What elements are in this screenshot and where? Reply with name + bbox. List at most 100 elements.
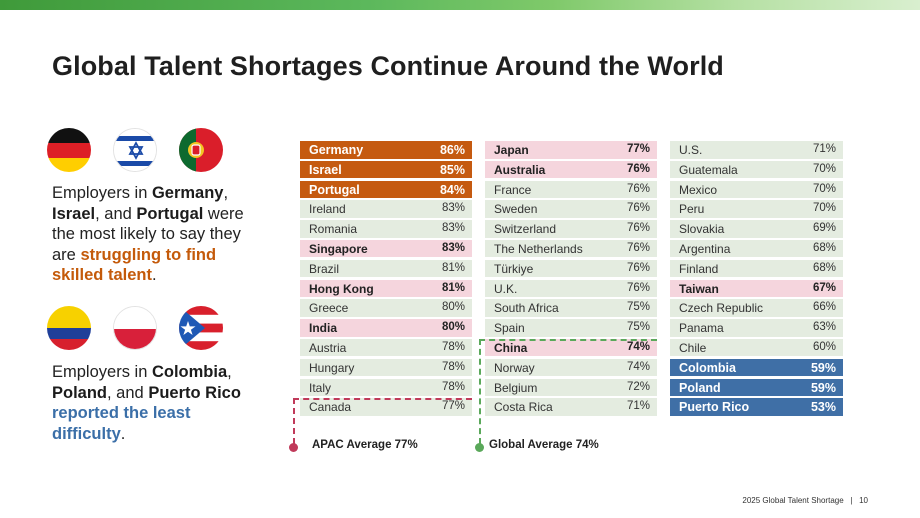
- country-name: Israel: [309, 162, 342, 177]
- country-name: Poland: [679, 380, 721, 395]
- country-name: Greece: [309, 301, 349, 316]
- country-row: China 74%: [485, 338, 657, 357]
- blurb-text: were the most likely to say they are: [52, 204, 244, 264]
- country-portugal: Portugal: [136, 204, 204, 223]
- apac-average-label: APAC Average 77%: [312, 439, 418, 451]
- highlight-struggling: struggling to find skilled talent: [52, 245, 217, 285]
- shortage-percent: 78%: [441, 360, 465, 373]
- blurb-text: .: [120, 424, 126, 443]
- country-row: Romania 83%: [300, 220, 472, 238]
- shortage-percent: 71%: [812, 143, 836, 155]
- shortage-percent: 77%: [626, 143, 650, 155]
- poland-flag-icon: [113, 306, 157, 350]
- country-name: Peru: [679, 202, 705, 217]
- blurb-text: , and: [95, 204, 137, 223]
- country-row: Panama 63%: [670, 319, 843, 337]
- country-name: Panama: [679, 321, 724, 336]
- colombia-flag-icon: [47, 306, 91, 350]
- shortage-percent: 66%: [812, 301, 836, 314]
- shortage-percent: 59%: [810, 360, 836, 375]
- shortage-percent: 76%: [626, 162, 650, 175]
- country-name: Brazil: [309, 261, 340, 276]
- country-name: Austria: [309, 340, 347, 355]
- shortage-percent: 84%: [439, 182, 465, 197]
- country-colombia: Colombia: [151, 363, 228, 381]
- country-name: France: [494, 182, 532, 197]
- country-row: Japan 77%: [485, 141, 657, 159]
- israel-flag-icon: [113, 128, 157, 172]
- blurb-text: ,: [227, 363, 232, 381]
- country-name: Romania: [309, 222, 358, 237]
- country-row: South Africa 75%: [485, 299, 657, 317]
- country-row: Chile 60%: [670, 338, 843, 357]
- country-row: Israel 85%: [300, 160, 472, 179]
- global-average-label: Global Average 74%: [489, 439, 599, 451]
- country-name: China: [494, 340, 528, 355]
- country-puerto-rico: Puerto Rico: [148, 383, 241, 402]
- shortage-percent: 78%: [441, 380, 465, 393]
- country-row: France 76%: [485, 180, 657, 199]
- country-row: Taiwan 67%: [670, 279, 843, 298]
- country-row: Finland 68%: [670, 259, 843, 278]
- shortage-percent: 67%: [812, 281, 836, 294]
- country-name: Argentina: [679, 241, 731, 256]
- shortage-percent: 80%: [441, 321, 465, 334]
- apac-average-line: [293, 398, 472, 400]
- country-row: Hong Kong 81%: [300, 279, 472, 298]
- country-row: Canada 77%: [300, 398, 472, 416]
- shortage-percent: 60%: [812, 340, 836, 353]
- footer-report-name: 2025 Global Talent Shortage: [742, 496, 844, 505]
- country-row: Australia 76%: [485, 160, 657, 179]
- country-row: Portugal 84%: [300, 180, 472, 199]
- country-name: Italy: [309, 380, 332, 395]
- country-name: Germany: [309, 143, 364, 157]
- country-row: Argentina 68%: [670, 239, 843, 258]
- blurb-text: Employers in: [52, 184, 152, 202]
- portugal-flag-icon: [179, 128, 223, 172]
- top-blurb: Employers in Germany, Israel, and Portuga…: [52, 183, 267, 286]
- country-name: Canada: [309, 400, 352, 415]
- country-row: Italy 78%: [300, 378, 472, 397]
- country-name: Belgium: [494, 380, 538, 395]
- country-name: Norway: [494, 360, 535, 375]
- country-name: Slovakia: [679, 222, 725, 237]
- blurb-text: ,: [223, 184, 229, 202]
- country-name: Sweden: [494, 202, 538, 217]
- country-row: Singapore 83%: [300, 239, 472, 258]
- country-name: The Netherlands: [494, 241, 583, 256]
- country-name: Singapore: [309, 241, 368, 256]
- shortage-percent: 70%: [812, 202, 836, 215]
- bottom-blurb: Employers in Colombia, Poland, and Puerto…: [52, 362, 267, 444]
- country-row: Peru 70%: [670, 200, 843, 218]
- country-name: Czech Republic: [679, 301, 764, 316]
- country-row: Norway 74%: [485, 358, 657, 377]
- apac-average-connector: [293, 398, 295, 444]
- country-row: Czech Republic 66%: [670, 299, 843, 317]
- shortage-percent: 70%: [812, 182, 836, 195]
- country-name: Switzerland: [494, 222, 557, 237]
- country-name: Hungary: [309, 360, 355, 375]
- shortage-percent: 69%: [812, 222, 836, 235]
- country-row: Austria 78%: [300, 338, 472, 357]
- ranking-column-2: Japan 77% Australia 76% France 76% Sweden 76% Sw…: [485, 141, 657, 418]
- country-row: The Netherlands 76%: [485, 239, 657, 258]
- country-name: Türkiye: [494, 261, 534, 276]
- country-name: Spain: [494, 321, 525, 336]
- country-row: Slovakia 69%: [670, 220, 843, 238]
- country-row: Germany 86%: [300, 141, 472, 159]
- country-row: U.S. 71%: [670, 141, 843, 159]
- country-name: India: [309, 321, 338, 336]
- country-name: Ireland: [309, 202, 346, 217]
- shortage-percent: 70%: [812, 162, 836, 175]
- country-name: Costa Rica: [494, 400, 553, 415]
- shortage-percent: 83%: [441, 202, 465, 215]
- country-name: Hong Kong: [309, 281, 374, 296]
- blurb-text: , and: [107, 383, 149, 402]
- shortage-percent: 83%: [441, 241, 465, 254]
- country-row: Guatemala 70%: [670, 160, 843, 179]
- shortage-percent: 75%: [626, 301, 650, 314]
- country-name: Mexico: [679, 182, 718, 197]
- country-name: Chile: [679, 340, 707, 355]
- country-row: Greece 80%: [300, 299, 472, 317]
- apac-legend-dot: [289, 443, 298, 452]
